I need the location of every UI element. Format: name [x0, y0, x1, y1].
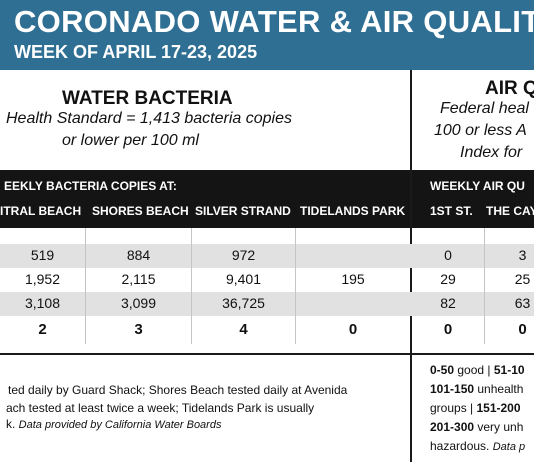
cell-shores: 2,115 [121, 271, 156, 287]
cell-shores: 884 [126, 247, 151, 263]
aqi-legend-line-4: 201-300 very unh [430, 420, 524, 434]
air-table-header: WEEKLY AIR QU 1ST ST. THE CAY [412, 170, 534, 228]
cell-1st-st: 0 [444, 247, 452, 263]
report-week: WEEK OF APRIL 17-23, 2025 [14, 42, 258, 62]
cell-1st-st: 29 [440, 271, 456, 287]
air-standard-line-1: Federal heal [440, 100, 529, 117]
total-tidelands: 0 [348, 321, 358, 338]
air-standard-line-2: 100 or less A [434, 122, 527, 139]
water-bottom-rule [0, 353, 410, 355]
total-central: 2 [38, 321, 47, 338]
cell-the-cay: 3 [518, 247, 527, 263]
water-footnote-line-3: k. Data provided by California Water Boa… [6, 417, 222, 431]
column-separator [295, 228, 296, 344]
aqi-legend-line-3: groups | 151-200 [430, 401, 521, 415]
aqi-legend: 0-50 good | 51-10 101-150 unhealth group… [430, 361, 525, 457]
cell-tidelands: 195 [341, 271, 365, 287]
air-data-source: Data p [492, 441, 526, 453]
water-data-source: Data provided by California Water Boards [18, 419, 222, 431]
table-row: 3,108 3,099 36,725 82 63 [0, 292, 534, 316]
report-header: CORONADO WATER & AIR QUALITY R WEEK OF A… [0, 0, 534, 70]
aqi-legend-line-1: 0-50 good | 51-10 [430, 363, 525, 377]
cell-silver: 9,401 [225, 271, 262, 287]
total-shores: 3 [134, 321, 143, 338]
table-row: 519 884 972 0 3 [0, 244, 534, 268]
air-standard-line-3: Index for [460, 144, 523, 161]
air-section-title: AIR Q [485, 78, 534, 99]
col-tidelands-park: TIDELANDS PARK [300, 204, 406, 218]
aqi-legend-line-2: 101-150 unhealth [430, 382, 524, 396]
cell-shores: 3,099 [120, 295, 157, 311]
total-silver: 4 [239, 321, 248, 338]
totals-row: 2 3 4 0 0 0 [0, 315, 534, 345]
cell-central: 1,952 [24, 271, 61, 287]
table-row: 1,952 2,115 9,401 195 29 25 [0, 268, 534, 292]
column-separator [85, 228, 86, 344]
col-central-beach: ITRAL BEACH [0, 204, 82, 218]
water-footnote-line-2: ach tested at least twice a week; Tidela… [6, 401, 315, 415]
water-footnote-line-1: ted daily by Guard Shack; Shores Beach t… [8, 383, 348, 397]
column-separator [484, 228, 485, 344]
water-section-title: WATER BACTERIA [62, 88, 233, 109]
cell-the-cay: 25 [514, 271, 531, 287]
col-silver-strand: SILVER STRAND [195, 204, 291, 218]
aqi-legend-line-5: hazardous. Data p [430, 439, 526, 453]
air-band-label: WEEKLY AIR QU [430, 179, 525, 193]
cell-silver: 36,725 [222, 295, 265, 311]
column-separator [191, 228, 192, 344]
col-1st-st: 1ST ST. [430, 204, 473, 218]
total-1st-st: 0 [443, 321, 453, 338]
cell-the-cay: 63 [514, 295, 531, 311]
air-bottom-rule [412, 353, 534, 355]
col-shores-beach: SHORES BEACH [92, 204, 189, 218]
cell-1st-st: 82 [440, 295, 456, 311]
report-title: CORONADO WATER & AIR QUALITY R [14, 4, 534, 39]
water-table-header: EEKLY BACTERIA COPIES AT: ITRAL BEACH SH… [0, 170, 410, 228]
water-standard-line-2: or lower per 100 ml [62, 132, 199, 149]
cell-silver: 972 [231, 247, 256, 263]
col-the-cay: THE CAY [486, 204, 534, 218]
cell-central: 3,108 [24, 295, 61, 311]
cell-central: 519 [30, 247, 55, 263]
total-the-cay: 0 [518, 321, 527, 338]
water-standard-line-1: Health Standard = 1,413 bacteria copies [6, 110, 292, 127]
water-band-label: EEKLY BACTERIA COPIES AT: [4, 179, 177, 193]
